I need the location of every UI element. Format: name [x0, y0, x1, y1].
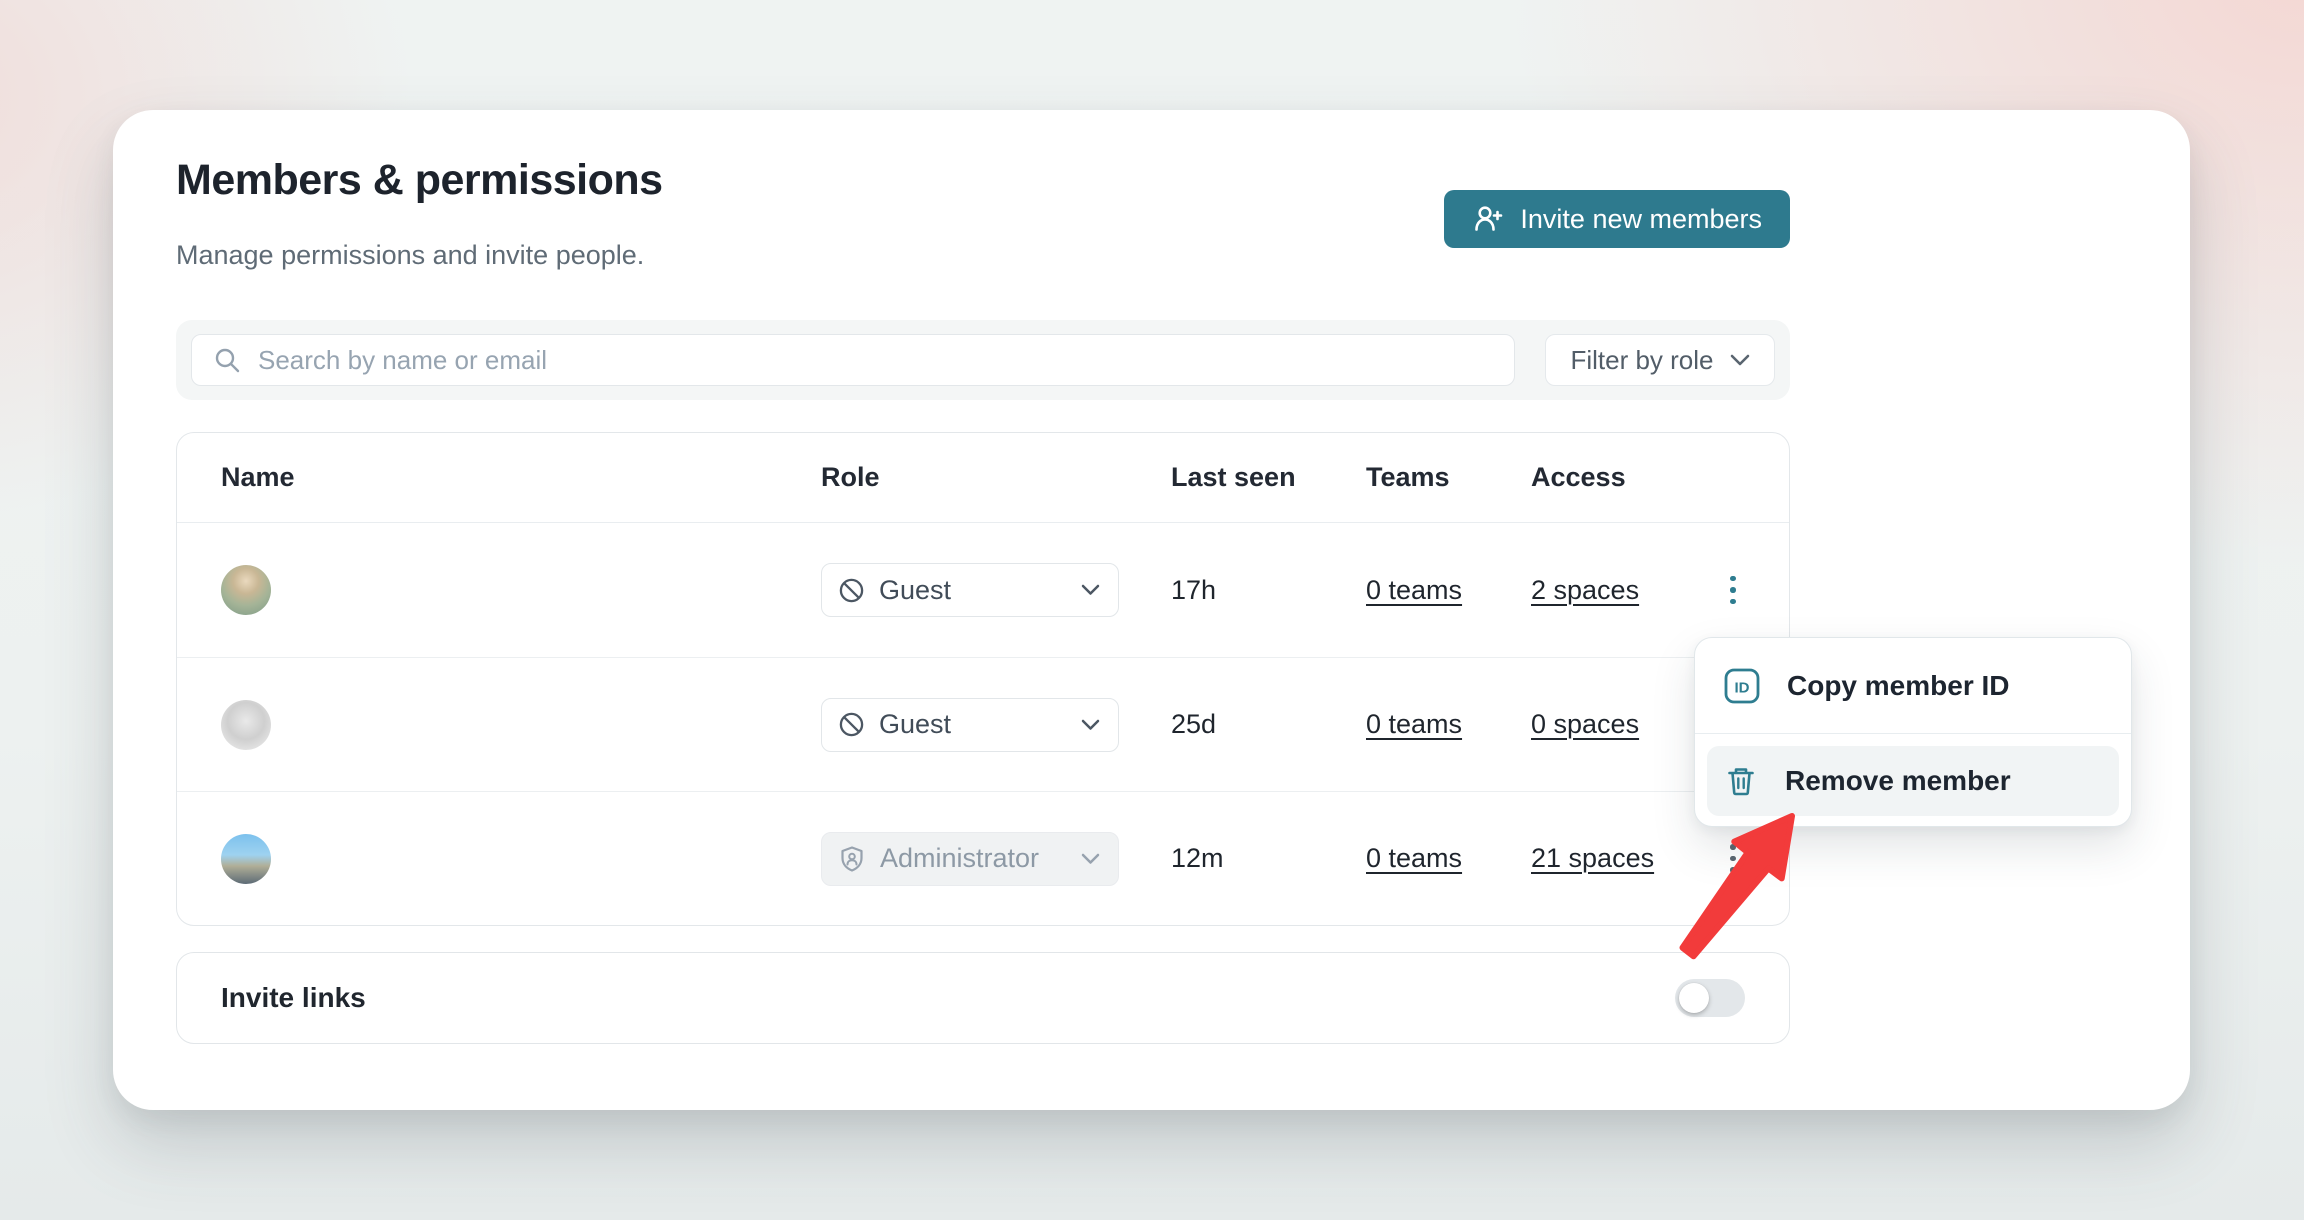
last-seen-value: 12m — [1171, 843, 1224, 873]
svg-text:ID: ID — [1735, 679, 1750, 696]
table-row: Administrator 12m 0 teams 21 spaces — [177, 791, 1789, 925]
members-table: Name Role Last seen Teams Access — [176, 432, 1790, 926]
invite-links-section: Invite links — [176, 952, 1790, 1044]
member-avatar — [221, 565, 271, 615]
chevron-down-icon — [1081, 719, 1100, 731]
column-header-name: Name — [221, 462, 295, 492]
page-subtitle: Manage permissions and invite people. — [176, 240, 645, 270]
row-actions-menu-button[interactable] — [1711, 829, 1755, 889]
invite-links-toggle[interactable] — [1675, 979, 1745, 1017]
role-select[interactable]: Guest — [821, 563, 1119, 617]
spaces-link[interactable]: 21 spaces — [1531, 843, 1655, 873]
column-header-access: Access — [1531, 462, 1626, 492]
table-row: Guest 17h 0 teams 2 spaces — [177, 523, 1789, 657]
invite-button-label: Invite new members — [1520, 203, 1762, 234]
last-seen-value: 25d — [1171, 709, 1217, 739]
role-select[interactable]: Administrator — [821, 831, 1119, 886]
page-title: Members & permissions — [176, 156, 663, 204]
filter-button-label: Filter by role — [1570, 344, 1714, 375]
role-select-label: Guest — [879, 709, 952, 739]
no-entry-icon — [838, 577, 865, 604]
role-select-label: Administrator — [880, 843, 1040, 873]
shield-user-icon — [838, 845, 866, 873]
member-avatar — [221, 699, 271, 750]
menu-item-label: Remove member — [1785, 765, 2011, 796]
spaces-link[interactable]: 2 spaces — [1531, 574, 1640, 605]
no-entry-icon — [838, 711, 865, 738]
role-select[interactable]: Guest — [821, 697, 1119, 752]
column-header-last-seen: Last seen — [1171, 462, 1296, 492]
spaces-link[interactable]: 0 spaces — [1531, 709, 1640, 739]
teams-link[interactable]: 0 teams — [1366, 709, 1463, 739]
teams-link[interactable]: 0 teams — [1366, 843, 1463, 873]
menu-item-remove-member[interactable]: Remove member — [1707, 746, 2119, 816]
person-plus-icon — [1472, 203, 1504, 235]
teams-link[interactable]: 0 teams — [1366, 574, 1463, 605]
row-actions-context-menu: ID Copy member ID Remove member — [1694, 637, 2132, 827]
member-avatar — [221, 833, 271, 884]
trash-icon — [1723, 763, 1759, 799]
chevron-down-icon — [1081, 853, 1100, 865]
id-badge-icon: ID — [1723, 667, 1761, 705]
invite-new-members-button[interactable]: Invite new members — [1444, 190, 1790, 248]
search-box — [191, 334, 1515, 386]
settings-card: Members & permissions Manage permissions… — [113, 110, 2190, 1110]
menu-item-label: Copy member ID — [1787, 669, 2010, 701]
menu-item-copy-member-id[interactable]: ID Copy member ID — [1695, 638, 2131, 734]
column-header-teams: Teams — [1366, 462, 1450, 492]
toggle-knob — [1679, 983, 1709, 1013]
chevron-down-icon — [1081, 584, 1100, 596]
search-icon — [212, 345, 242, 375]
invite-links-label: Invite links — [221, 982, 366, 1013]
role-select-label: Guest — [879, 574, 952, 605]
filter-by-role-button[interactable]: Filter by role — [1545, 334, 1775, 386]
row-actions-menu-button[interactable] — [1711, 560, 1755, 620]
search-filter-toolbar: Filter by role — [176, 320, 1790, 400]
search-input[interactable] — [258, 344, 1494, 376]
column-header-role: Role — [821, 462, 880, 492]
last-seen-value: 17h — [1171, 574, 1217, 605]
chevron-down-icon — [1730, 354, 1750, 367]
table-row: Guest 25d 0 teams 0 spaces — [177, 657, 1789, 791]
table-header-row: Name Role Last seen Teams Access — [177, 433, 1789, 523]
